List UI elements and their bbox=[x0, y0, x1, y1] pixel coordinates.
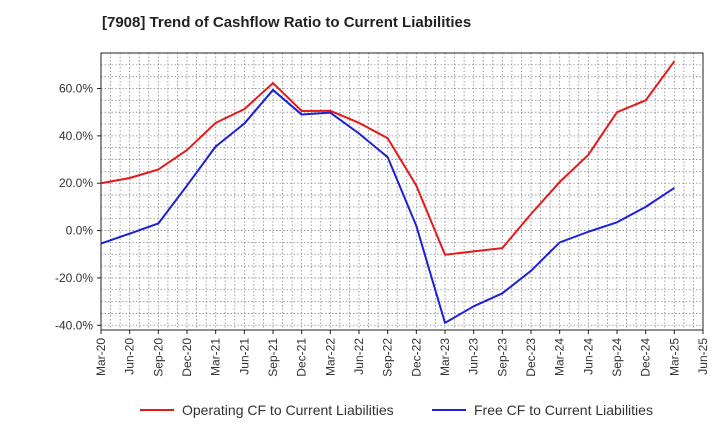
x-tick-label: Jun-22 bbox=[352, 338, 366, 375]
x-tick-label: Jun-20 bbox=[123, 338, 137, 375]
grid-layer bbox=[101, 52, 703, 330]
x-tick-label: Sep-21 bbox=[266, 338, 280, 377]
x-tick-label: Mar-23 bbox=[438, 338, 452, 376]
legend-label-1: Operating CF to Current Liabilities bbox=[182, 402, 394, 418]
y-tick-label: 60.0% bbox=[59, 82, 93, 96]
x-tick-label: Mar-24 bbox=[553, 338, 567, 376]
x-tick-label: Sep-22 bbox=[381, 338, 395, 377]
y-tick-label: 40.0% bbox=[59, 129, 93, 143]
x-tick-label: Mar-25 bbox=[667, 338, 681, 376]
x-tick-label: Jun-23 bbox=[467, 338, 481, 375]
x-tick-label: Jun-25 bbox=[696, 338, 710, 375]
x-tick-label: Sep-20 bbox=[151, 338, 165, 377]
x-tick-label: Sep-24 bbox=[610, 338, 624, 377]
legend: Operating CF to Current Liabilities Free … bbox=[140, 402, 653, 418]
legend-label-2: Free CF to Current Liabilities bbox=[474, 402, 653, 418]
x-tick-label: Mar-20 bbox=[94, 338, 108, 376]
x-tick-label: Dec-24 bbox=[639, 338, 653, 377]
series-layer bbox=[100, 60, 676, 324]
y-axis-ticks: -40.0% -20.0% 0.0% 20.0% 40.0% 60.0% bbox=[55, 82, 101, 332]
x-tick-label: Dec-23 bbox=[524, 338, 538, 377]
x-tick-label: Dec-22 bbox=[409, 338, 423, 377]
plot-frame bbox=[100, 52, 704, 331]
y-tick-label: 0.0% bbox=[66, 224, 94, 238]
y-tick-label: -40.0% bbox=[55, 318, 93, 332]
x-tick-label: Jun-21 bbox=[237, 338, 251, 375]
x-tick-label: Jun-24 bbox=[581, 338, 595, 375]
series-line-1 bbox=[100, 60, 676, 256]
x-tick-label: Sep-23 bbox=[495, 338, 509, 377]
y-tick-label: 20.0% bbox=[59, 176, 93, 190]
x-tick-label: Dec-21 bbox=[295, 338, 309, 377]
x-tick-label: Mar-21 bbox=[209, 338, 223, 376]
x-axis-ticks: Mar-20 Jun-20 Sep-20 Dec-20 Mar-21 Jun-21 Sep-… bbox=[94, 330, 710, 377]
x-tick-label: Mar-22 bbox=[323, 338, 337, 376]
x-tick-label: Dec-20 bbox=[180, 338, 194, 377]
series-line-2 bbox=[100, 88, 675, 324]
chart-title: [7908] Trend of Cashflow Ratio to Curren… bbox=[102, 14, 472, 31]
y-tick-label: -20.0% bbox=[55, 271, 93, 285]
